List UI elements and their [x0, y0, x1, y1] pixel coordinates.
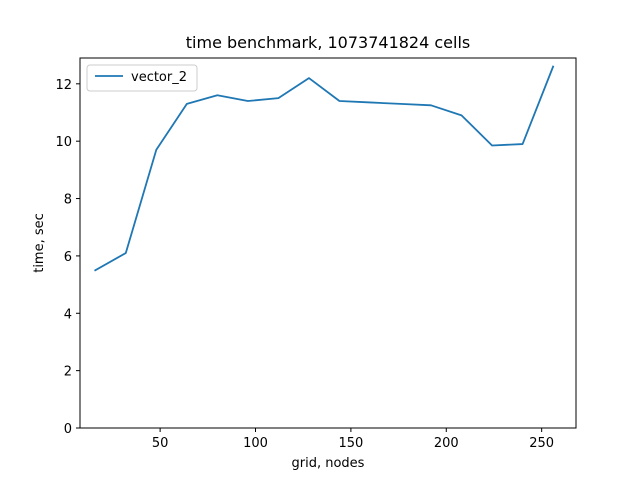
y-axis-label: time, sec — [32, 213, 47, 273]
chart-title: time benchmark, 1073741824 cells — [186, 33, 470, 52]
legend-label-vector-2: vector_2 — [131, 70, 187, 85]
x-tick-label: 50 — [152, 436, 169, 451]
y-tick-label: 10 — [55, 135, 72, 150]
series-layer — [94, 65, 555, 272]
y-tick-label: 8 — [64, 193, 72, 208]
x-tick-label: 150 — [338, 436, 363, 451]
y-tick-label: 12 — [55, 78, 72, 93]
y-axis-ticks: 0 2 4 6 8 10 12 — [55, 78, 80, 437]
x-tick-label: 250 — [529, 436, 554, 451]
axes-frame — [79, 57, 577, 429]
y-tick-label: 6 — [64, 250, 72, 265]
x-tick-label: 100 — [243, 436, 268, 451]
plot-area: 50 100 150 200 250 0 2 4 6 8 10 12 vector_2 — [55, 57, 577, 451]
y-tick-label: 2 — [64, 365, 72, 380]
legend: vector_2 — [86, 64, 198, 92]
y-tick-label: 0 — [64, 422, 72, 437]
x-axis-label: grid, nodes — [292, 456, 365, 471]
x-tick-label: 200 — [434, 436, 459, 451]
y-tick-label: 4 — [64, 307, 72, 322]
legend-box — [86, 64, 198, 92]
series-line-vector-2 — [94, 65, 555, 272]
x-axis-ticks: 50 100 150 200 250 — [152, 428, 554, 451]
